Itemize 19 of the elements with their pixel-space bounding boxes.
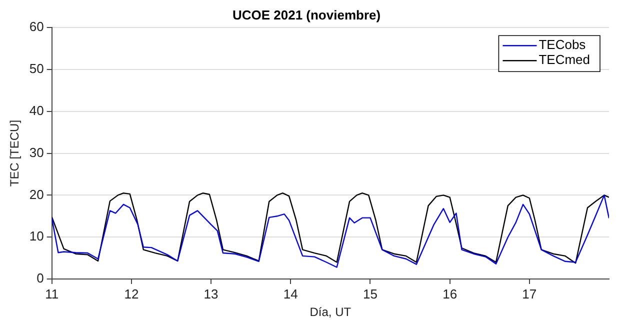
y-tick-label: 20 (29, 186, 44, 202)
y-tick-label: 30 (29, 144, 44, 160)
x-tick-label: 16 (442, 286, 458, 302)
y-tick-label: 50 (29, 61, 44, 76)
x-tick-label: 11 (45, 286, 59, 302)
x-tick-label: 14 (283, 286, 298, 302)
x-axis-title: Día, UT (310, 305, 352, 320)
chart-title: UCOE 2021 (noviembre) (232, 7, 381, 22)
x-tick-label: 15 (362, 286, 378, 302)
legend-label: TECobs (538, 37, 586, 52)
y-tick-label: 60 (29, 19, 44, 34)
x-tick-label: 12 (124, 286, 139, 302)
y-tick-label: 0 (36, 270, 44, 286)
y-axis-title: TEC [TECU] (8, 120, 22, 187)
y-tick-label: 40 (29, 102, 44, 118)
y-tick-label: 10 (29, 228, 44, 244)
legend-label: TECmed (538, 52, 590, 68)
x-tick-label: 17 (522, 286, 537, 302)
x-tick-label: 13 (204, 286, 218, 302)
